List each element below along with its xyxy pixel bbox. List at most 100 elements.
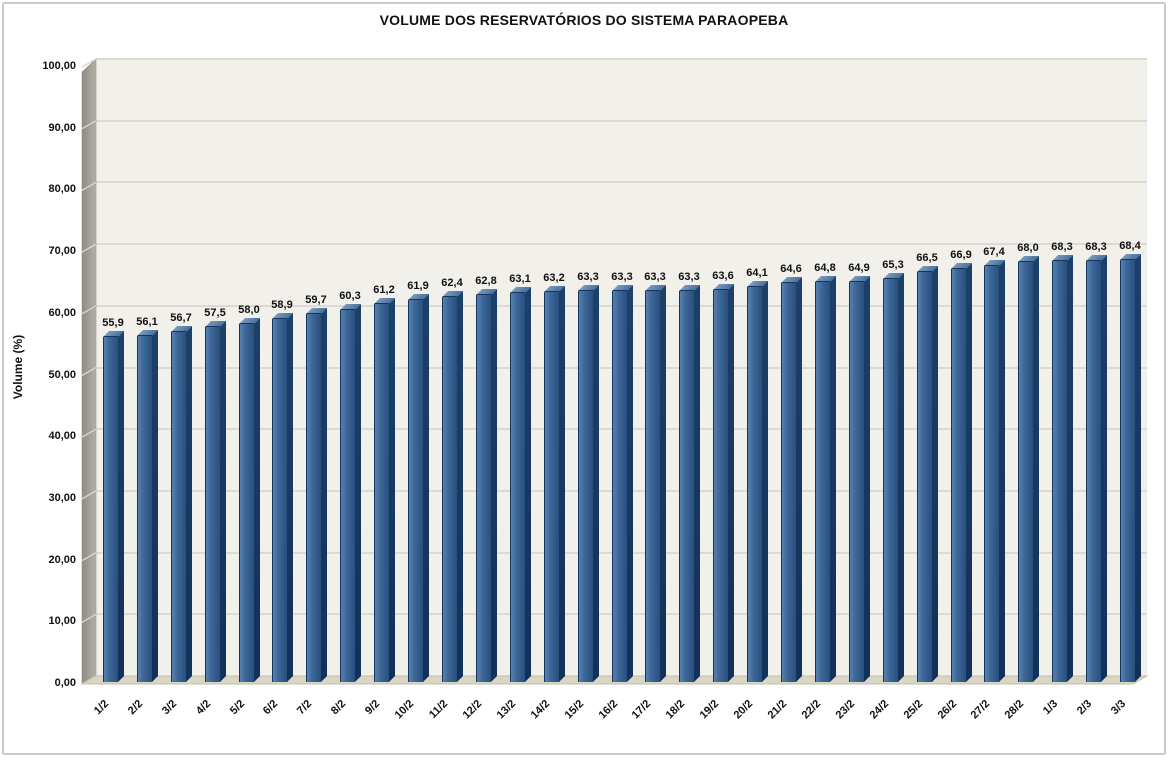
y-axis-tick-label: 40,00 [48, 430, 76, 443]
x-axis-tick-label: 21/2 [765, 697, 790, 722]
bar-face [476, 294, 491, 682]
y-axis-tick-label: 100,00 [42, 60, 76, 72]
y-axis-tick-label: 20,00 [48, 553, 76, 566]
bar [781, 277, 802, 682]
gridline [96, 181, 1147, 184]
bar-value-label: 68,3 [1051, 240, 1073, 253]
gridline [96, 119, 1147, 122]
bar-value-label: 58,0 [238, 304, 260, 317]
bar [849, 275, 870, 682]
x-axis-tick-label: 26/2 [935, 697, 960, 722]
x-axis-tick-label: 20/2 [731, 697, 756, 722]
bar-value-label: 62,8 [475, 274, 497, 287]
x-axis-tick-label: 6/2 [260, 697, 281, 718]
bar-value-label: 62,4 [441, 276, 463, 289]
bar-face [747, 286, 762, 682]
bar [612, 285, 633, 682]
x-axis-tick-label: 11/2 [427, 697, 451, 721]
bar [645, 285, 666, 682]
bar-face [171, 332, 186, 682]
bar-value-label: 61,2 [373, 284, 395, 297]
bar [917, 265, 938, 682]
bar [103, 331, 124, 682]
bar-face [1052, 260, 1067, 682]
bar-face [1086, 260, 1101, 682]
y-axis-tick-labels: 0,00 10,00 20,00 30,00 40,00 50,00 60,00 70,00 8… [4, 4, 1168, 761]
x-axis-tick-label: 12/2 [460, 697, 485, 722]
x-axis-tick-label: 9/2 [362, 697, 383, 718]
x-axis-tick-label: 2/3 [1074, 697, 1095, 718]
bar-value-label: 56,7 [170, 312, 192, 325]
bar [239, 318, 260, 682]
bar-face [781, 283, 796, 682]
bar [883, 273, 904, 682]
y-axis-tick-label: 0,00 [54, 677, 76, 689]
x-axis-tick-label: 22/2 [799, 697, 824, 722]
x-axis-tick-label: 13/2 [494, 697, 519, 722]
x-axis-tick-label: 1/3 [1040, 697, 1061, 718]
bar-face [679, 291, 694, 682]
bar [984, 260, 1005, 682]
y-axis-tick-label: 50,00 [48, 368, 76, 381]
bar-value-label: 63,3 [611, 271, 633, 284]
x-axis-tick-label: 3/3 [1108, 697, 1129, 718]
x-axis-tick-label: 5/2 [227, 697, 248, 718]
bar-face [205, 327, 220, 682]
x-axis-tick-label: 2/2 [125, 697, 146, 718]
bar [1120, 253, 1141, 682]
bar [476, 288, 497, 682]
x-axis-tick-label: 25/2 [901, 697, 926, 722]
bar [713, 283, 734, 682]
x-axis-tick-label: 24/2 [867, 697, 892, 722]
bar-value-label: 63,2 [543, 272, 565, 285]
bar-face [917, 271, 932, 682]
bar-face [645, 291, 660, 682]
bar-face [103, 337, 118, 682]
bar [171, 326, 192, 682]
bar-value-label: 68,4 [1119, 239, 1141, 252]
bars-layer: 55,9 56,1 56,7 57,5 58,0 58,9 59,7 60,3 61,2 61,9… [4, 4, 1168, 761]
x-axis-tick-label: 27/2 [968, 697, 993, 722]
bar [951, 263, 972, 682]
bar [544, 286, 565, 682]
x-axis-tick-label: 16/2 [596, 697, 621, 722]
bar-face [612, 291, 627, 682]
x-axis-tick-label: 3/2 [159, 697, 180, 718]
bar-face [272, 318, 287, 682]
bar [679, 285, 700, 682]
bar-face [510, 292, 525, 682]
bar-value-label: 55,9 [102, 317, 124, 330]
bar-face [1018, 262, 1033, 682]
y-axis-tick-label: 30,00 [48, 491, 76, 504]
bar [306, 307, 327, 682]
bar [578, 285, 599, 682]
bar-face [306, 313, 321, 682]
bar-value-label: 57,5 [204, 307, 226, 320]
bar [137, 329, 158, 682]
bar-face [1120, 259, 1135, 682]
bar [510, 286, 531, 682]
bar-value-label: 63,3 [644, 271, 666, 284]
x-axis-tick-label: 17/2 [629, 697, 654, 722]
bar-face [442, 296, 457, 682]
bar-value-label: 68,3 [1085, 240, 1107, 253]
bar-face [815, 282, 830, 682]
x-axis-tick-label: 1/2 [91, 697, 112, 718]
bar-face [951, 269, 966, 682]
bar-value-label: 67,4 [983, 246, 1005, 259]
x-axis-tick-label: 23/2 [833, 697, 858, 722]
bar-value-label: 59,7 [305, 293, 327, 306]
bar-face [137, 335, 152, 682]
bar [272, 312, 293, 682]
bar [340, 303, 361, 682]
bar-face [374, 304, 389, 682]
x-axis-tick-label: 28/2 [1002, 697, 1027, 722]
y-axis-tick-label: 70,00 [48, 245, 76, 258]
bar-value-label: 64,8 [814, 262, 836, 275]
bar [205, 321, 226, 682]
bar-face [984, 266, 999, 682]
bar-face [340, 309, 355, 682]
bar-value-label: 65,3 [882, 259, 904, 272]
bar-value-label: 63,3 [678, 271, 700, 284]
